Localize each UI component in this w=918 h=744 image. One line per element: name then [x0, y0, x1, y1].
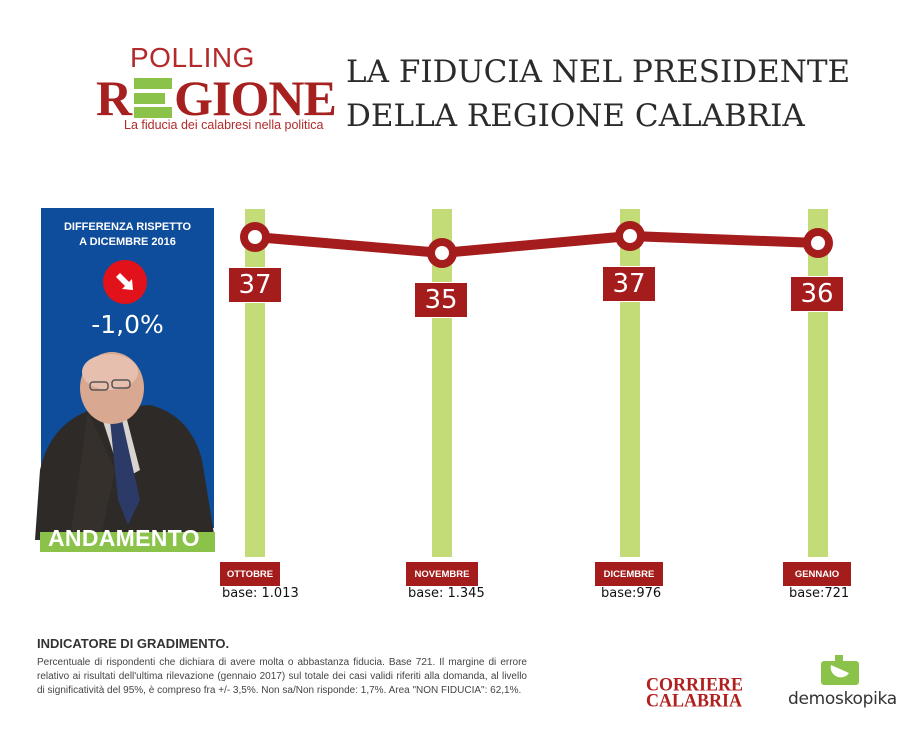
base-label-dicembre: base:976 [601, 586, 662, 601]
demoskopika-icon [821, 655, 859, 685]
page-title: LA FIDUCIA NEL PRESIDENTE DELLA REGIONE … [346, 50, 850, 138]
corriere-logo-line-2: CALABRIA [646, 689, 743, 711]
title-line-1: LA FIDUCIA NEL PRESIDENTE [346, 54, 851, 90]
month-tag-ottobre: OTTOBRE [220, 562, 280, 586]
corriere-logo-line-1: CORRIERE [646, 673, 744, 695]
difference-heading: DIFFERENZA RISPETTO A DICEMBRE 2016 [41, 220, 214, 250]
value-label-dicembre: 37 [602, 266, 656, 302]
demoskopika-logo: demoskopika [788, 655, 898, 715]
column-dicembre [620, 209, 640, 557]
demoskopika-label: demoskopika [788, 689, 897, 709]
difference-value: -1,0% [91, 310, 164, 339]
base-label-gennaio: base:721 [789, 586, 850, 601]
note-body: Percentuale di rispondenti che dichiara … [37, 657, 527, 696]
value-label-ottobre: 37 [228, 267, 282, 303]
difference-heading-line-2: A DICEMBRE 2016 [79, 236, 176, 248]
andamento-band [40, 532, 215, 552]
value-label-novembre: 35 [414, 282, 468, 318]
logo-regione-rest: GIONE [174, 70, 337, 126]
logo-polling-text: POLLING [130, 42, 255, 73]
corriere-della-calabria-logo: CORRIERE CALABRIA [646, 673, 770, 711]
base-label-ottobre: base: 1.013 [222, 586, 299, 601]
logo-tagline: La fiducia dei calabresi nella politica [124, 118, 324, 132]
polling-regione-logo: POLLING R GIONE La fiducia dei calabresi… [96, 42, 337, 137]
month-tag-dicembre: DICEMBRE [595, 562, 663, 586]
logo-regione-r: R [96, 70, 133, 126]
logo-green-e-icon [134, 78, 173, 118]
column-ottobre [245, 209, 265, 557]
month-tag-gennaio: GENNAIO [783, 562, 851, 586]
column-gennaio [808, 209, 828, 557]
value-label-gennaio: 36 [790, 276, 844, 312]
data-point-marker [240, 221, 833, 268]
title-line-2: DELLA REGIONE CALABRIA [346, 98, 805, 134]
column-novembre [432, 209, 452, 557]
president-photo [35, 352, 215, 540]
difference-heading-line-1: DIFFERENZA RISPETTO [63, 221, 192, 233]
note-title: INDICATORE DI GRADIMENTO. [37, 636, 230, 651]
logo-regione-wordmark: R GIONE [96, 70, 337, 126]
base-label-novembre: base: 1.345 [408, 586, 485, 601]
month-tag-novembre: NOVEMBRE [406, 562, 478, 586]
arrow-down-right-icon [103, 260, 147, 304]
andamento-label: ANDAMENTO [48, 525, 200, 551]
